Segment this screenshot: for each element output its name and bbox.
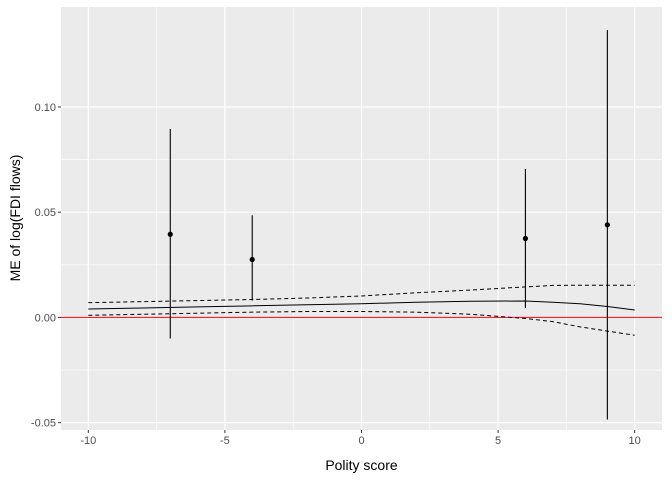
estimate-lines (88, 284, 635, 336)
y-tick-label: 0.05 (35, 207, 56, 219)
point-estimate (249, 256, 255, 263)
y-axis-ticks: -0.05 0.00 0.05 0.10 (31, 102, 61, 430)
point-estimate (604, 222, 610, 228)
marginal-effect-line (88, 300, 635, 311)
point-estimate (167, 231, 173, 237)
x-axis-title: Polity score (325, 457, 398, 473)
confidence-bound-line (88, 311, 635, 336)
point-estimates (167, 30, 610, 420)
y-tick-label: 0.10 (35, 102, 56, 114)
x-tick-label: 10 (629, 435, 641, 447)
x-tick-label: 0 (358, 435, 364, 447)
x-tick-label: -5 (220, 435, 230, 447)
point-estimate (522, 235, 529, 242)
x-tick-label: -10 (80, 435, 96, 447)
x-tick-label: 5 (495, 435, 501, 447)
y-axis-title: ME of log(FDI flows) (7, 155, 23, 282)
y-tick-label: 0.00 (35, 312, 56, 324)
x-axis-ticks: -10 -5 0 5 10 (80, 430, 641, 447)
confidence-bound-line (88, 284, 635, 304)
y-tick-label: -0.05 (31, 418, 56, 430)
